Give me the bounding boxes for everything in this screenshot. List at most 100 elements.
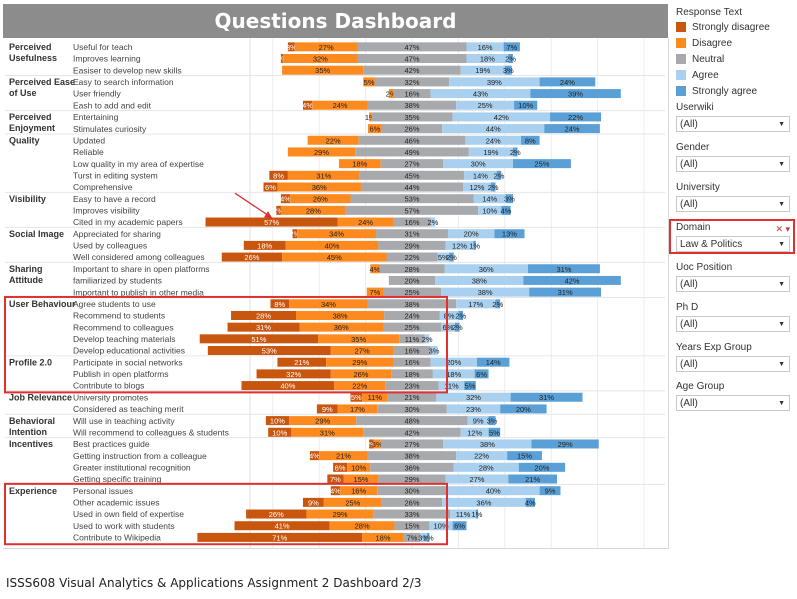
bar-segment: [377, 486, 447, 496]
bar-segment: [388, 89, 394, 99]
chevron-down-icon[interactable]: ▼: [778, 280, 785, 288]
bar-segment: [234, 521, 330, 531]
bar-segment: [432, 369, 475, 379]
data-label: 9%: [545, 487, 556, 496]
data-label: 2%: [505, 55, 516, 64]
clear-filter-icon[interactable]: ✕ ▾: [775, 224, 790, 234]
data-label: 38%: [472, 276, 487, 285]
data-label: 45%: [327, 253, 342, 262]
bar-segment: [446, 486, 540, 496]
bar-segment: [446, 404, 501, 414]
data-label: 16%: [404, 347, 419, 356]
filter-label: Years Exp Group: [676, 342, 752, 353]
data-label: 2%: [492, 300, 503, 309]
data-label: 18%: [446, 370, 461, 379]
filter-dropdown-uoc-position[interactable]: (All) ▼: [676, 276, 790, 292]
data-label: 18%: [257, 241, 272, 250]
bar-segment: [512, 147, 518, 157]
data-label: 21%: [294, 358, 309, 367]
group-label: Behavioral: [9, 416, 55, 426]
group-label: Job Relevance: [9, 392, 72, 402]
filter-value: (All): [680, 198, 698, 210]
filter-dropdown-age-group[interactable]: (All) ▼: [676, 395, 790, 411]
bar-segment: [265, 416, 290, 426]
chevron-down-icon[interactable]: ▼: [778, 320, 785, 328]
bar-segment: [460, 65, 505, 75]
group-label: Intention: [9, 427, 47, 437]
bar-segment: [363, 77, 375, 87]
bar-segment: [367, 299, 457, 309]
data-label: 36%: [312, 183, 327, 192]
bar-segment: [521, 135, 540, 145]
filter-label: Ph D: [676, 302, 699, 313]
data-label: 6%: [443, 323, 454, 332]
question-label: Agree students to use: [73, 299, 156, 309]
filter-dropdown-domain[interactable]: Law & Politics ▼: [676, 236, 790, 252]
chevron-down-icon[interactable]: ▼: [778, 360, 785, 368]
data-label: 2%: [510, 148, 521, 157]
filter-dropdown-years-exp-group[interactable]: (All) ▼: [676, 356, 790, 372]
question-label: Will use in teaching activity: [73, 416, 175, 426]
bar-segment: [378, 474, 446, 484]
question-label: Stimulates curiosity: [73, 124, 147, 134]
legend-item-neutral[interactable]: Neutral: [676, 52, 724, 66]
question-label: Comprehensive: [73, 182, 133, 192]
legend-item-disagree[interactable]: Disagree: [676, 36, 732, 50]
data-label: 47%: [404, 55, 419, 64]
data-label: 6%: [454, 522, 465, 531]
data-label: 5%: [489, 428, 500, 437]
data-label: 3%: [372, 440, 383, 449]
data-label: 18%: [352, 160, 367, 169]
filter-dropdown-university[interactable]: (All) ▼: [676, 196, 790, 212]
bar-segment: [528, 264, 600, 274]
filter-dropdown-userwiki[interactable]: (All) ▼: [676, 116, 790, 132]
data-label: 24%: [358, 218, 373, 227]
bar-segment: [340, 486, 378, 496]
chevron-down-icon[interactable]: ▼: [778, 120, 785, 128]
bar-segment: [450, 509, 476, 519]
bar-segment: [420, 532, 428, 542]
legend-item-strongly-agree[interactable]: Strongly agree: [676, 84, 757, 98]
bar-segment: [464, 170, 497, 180]
bar-segment: [456, 451, 508, 461]
bar-segment: [438, 381, 465, 391]
question-label: Will recommend to colleagues & students: [73, 427, 229, 437]
bar-segment: [466, 54, 509, 64]
bar-segment: [373, 509, 451, 519]
bar-segment: [205, 217, 338, 227]
chevron-down-icon[interactable]: ▼: [778, 399, 785, 407]
legend-item-strongly-disagree[interactable]: Strongly disagree: [676, 20, 770, 34]
data-label: 32%: [404, 78, 419, 87]
bar-segment: [478, 205, 502, 215]
chevron-down-icon[interactable]: ▼: [778, 200, 785, 208]
bar-segment: [452, 112, 551, 122]
bar-segment: [452, 521, 467, 531]
data-label: 3%: [504, 195, 515, 204]
chevron-down-icon[interactable]: ▼: [778, 160, 785, 168]
group-label: User Behaviour: [9, 299, 76, 309]
group-label: Profile 2.0: [9, 357, 52, 367]
bar-segment: [302, 100, 313, 110]
bar-segment: [430, 217, 436, 227]
data-label: 25%: [345, 498, 360, 507]
data-label: 28%: [404, 265, 419, 274]
bar-segment: [243, 240, 286, 250]
data-label: 11%: [444, 382, 459, 391]
chevron-down-icon[interactable]: ▼: [778, 240, 785, 248]
bar-segment: [362, 392, 388, 402]
bar-segment: [376, 229, 448, 239]
group-label: Perceived: [9, 42, 52, 52]
bar-segment: [358, 135, 466, 145]
bar-segment: [510, 392, 583, 402]
data-label: 11%: [456, 510, 471, 519]
data-label: 7%: [506, 43, 517, 52]
data-label: 1%: [423, 533, 434, 542]
filter-dropdown-ph-d[interactable]: (All) ▼: [676, 316, 790, 332]
question-label: Develop educational activities: [73, 346, 185, 356]
bar-segment: [369, 439, 374, 449]
data-label: 46%: [404, 136, 419, 145]
bar-segment: [350, 392, 363, 402]
legend-item-agree[interactable]: Agree: [676, 68, 719, 82]
filter-dropdown-gender[interactable]: (All) ▼: [676, 156, 790, 172]
data-label: 23%: [466, 405, 481, 414]
